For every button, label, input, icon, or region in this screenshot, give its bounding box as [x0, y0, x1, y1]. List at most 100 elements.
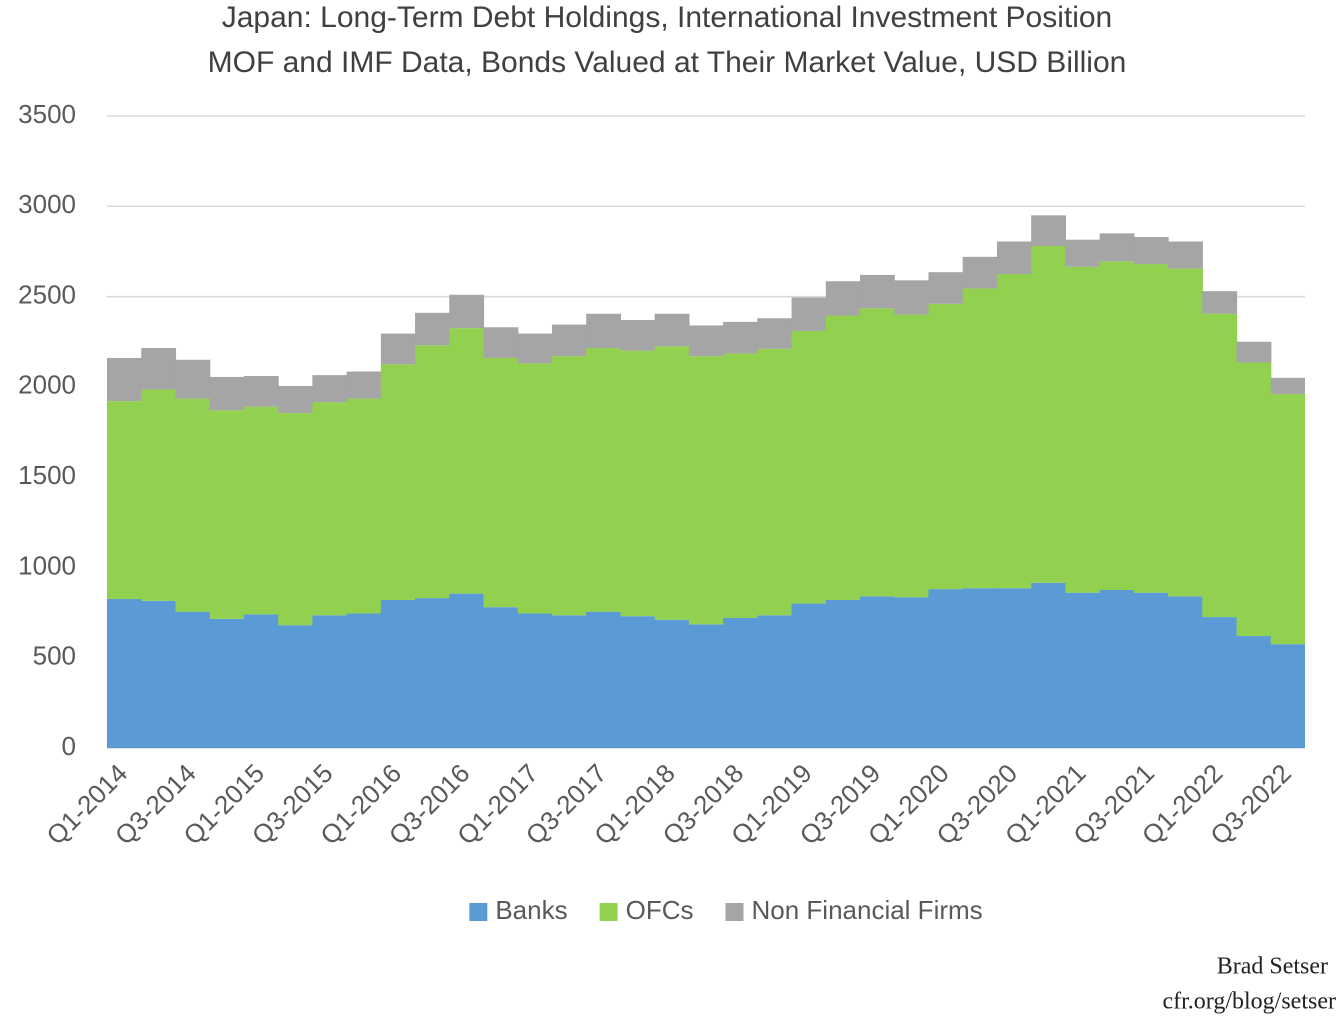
- legend-item: Banks: [469, 895, 568, 925]
- area-segment: [380, 599, 416, 748]
- area-segment: [551, 356, 587, 616]
- area-segment: [654, 313, 690, 347]
- area-segment: [928, 272, 964, 304]
- y-tick-label: 0: [62, 731, 76, 761]
- area-segment: [415, 345, 450, 599]
- area-segment: [483, 357, 519, 608]
- y-tick-label: 1000: [18, 550, 76, 580]
- area-segment: [620, 616, 656, 748]
- area-segment: [1031, 215, 1066, 247]
- area-segment: [894, 280, 930, 315]
- area-segment: [825, 599, 861, 748]
- area-segment: [1133, 264, 1169, 593]
- area-segment: [1202, 291, 1238, 314]
- area-segment: [243, 406, 279, 615]
- area-segment: [688, 624, 724, 748]
- area-segment: [243, 376, 279, 407]
- area-segment: [141, 600, 177, 748]
- area-segment: [894, 597, 930, 748]
- area-segment: [996, 588, 1032, 748]
- legend-label: OFCs: [626, 895, 694, 925]
- area-segment: [1031, 246, 1066, 583]
- area-segment: [1099, 590, 1135, 748]
- area-segment: [312, 615, 348, 748]
- y-tick-label: 2000: [18, 370, 76, 400]
- y-tick-label: 500: [33, 641, 76, 671]
- area-segment: [996, 274, 1032, 589]
- area-segment: [723, 617, 758, 748]
- area-segment: [449, 294, 485, 329]
- area-segment: [1270, 377, 1305, 395]
- area-segment: [962, 288, 998, 589]
- legend-swatch: [599, 903, 618, 921]
- area-segment: [483, 607, 519, 748]
- area-segment: [757, 348, 793, 616]
- area-segment: [107, 357, 142, 402]
- area-segment: [346, 613, 382, 748]
- area-segment: [1065, 592, 1101, 748]
- credit: cfr.org/blog/setser: [1162, 989, 1336, 1015]
- area-segment: [107, 599, 142, 748]
- area-segment: [996, 241, 1032, 274]
- y-tick-label: 1500: [18, 460, 76, 490]
- area-segment: [449, 593, 485, 748]
- credit: Brad Setser: [1217, 954, 1328, 980]
- chart-title: Japan: Long-Term Debt Holdings, Internat…: [222, 1, 1113, 34]
- area-segment: [141, 389, 177, 601]
- area-segment: [278, 413, 313, 626]
- area-segment: [517, 613, 553, 748]
- area-segment: [586, 313, 622, 349]
- area-segment: [107, 401, 142, 600]
- area-segment: [517, 363, 553, 614]
- area-segment: [175, 359, 211, 399]
- area-segment: [620, 320, 656, 351]
- area-segment: [654, 619, 690, 748]
- area-segment: [1202, 617, 1238, 748]
- area-segment: [791, 603, 827, 748]
- area-segment: [346, 371, 382, 399]
- area-segment: [209, 618, 245, 748]
- area-segment: [723, 353, 758, 618]
- y-tick-label: 2500: [18, 279, 76, 309]
- area-segment: [688, 325, 724, 357]
- area-segment: [449, 328, 485, 594]
- area-segment: [1099, 261, 1135, 590]
- area-segment: [928, 303, 964, 590]
- area-segment: [928, 589, 964, 748]
- chart-subtitle: MOF and IMF Data, Bonds Valued at Their …: [208, 46, 1127, 79]
- area-segment: [757, 615, 793, 748]
- area-segment: [1236, 636, 1272, 748]
- area-segment: [141, 348, 177, 390]
- area-segment: [1065, 266, 1101, 593]
- area-segment: [278, 385, 313, 414]
- area-segment: [1236, 341, 1272, 363]
- area-segment: [586, 611, 622, 748]
- area-segment: [415, 598, 450, 748]
- area-segment: [1168, 268, 1203, 597]
- y-tick-label: 3500: [18, 99, 76, 129]
- area-segment: [620, 350, 656, 617]
- legend-swatch: [469, 903, 488, 921]
- area-segment: [1133, 592, 1169, 748]
- area-segment: [243, 614, 279, 748]
- legend-label: Banks: [495, 895, 567, 925]
- area-segment: [551, 615, 587, 748]
- area-segment: [654, 346, 690, 620]
- area-segment: [483, 327, 519, 358]
- area-segment: [380, 364, 416, 600]
- area-segment: [688, 356, 724, 625]
- area-segment: [1270, 644, 1305, 748]
- area-segment: [860, 274, 895, 309]
- area-segment: [894, 314, 930, 598]
- area-segment: [312, 375, 348, 403]
- area-segment: [723, 321, 758, 354]
- area-segment: [1168, 596, 1203, 748]
- area-segment: [1202, 313, 1238, 618]
- area-segment: [278, 625, 313, 748]
- area-segment: [1065, 239, 1101, 267]
- area-segment: [209, 376, 245, 411]
- area-segment: [825, 281, 861, 316]
- area-segment: [517, 333, 553, 364]
- legend-item: OFCs: [599, 895, 694, 925]
